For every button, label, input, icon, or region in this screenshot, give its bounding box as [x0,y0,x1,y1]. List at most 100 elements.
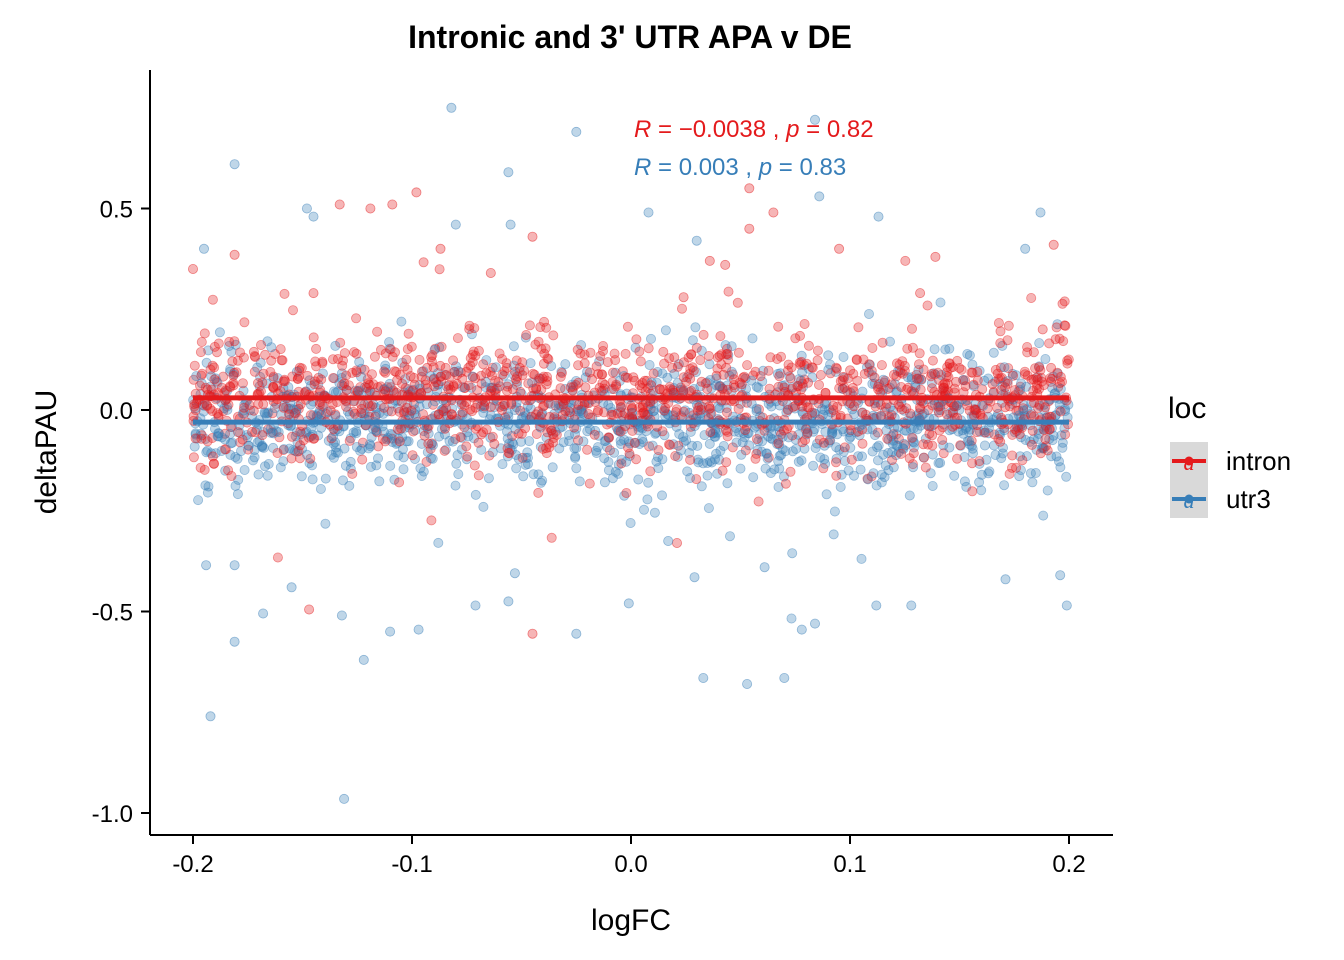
data-point-utr3 [1051,451,1062,462]
data-point-utr3 [910,380,921,391]
data-point-utr3 [398,452,409,463]
data-point-utr3 [854,430,865,441]
data-point-intron [971,408,982,419]
data-point-utr3 [753,436,764,447]
data-point-intron [720,259,731,270]
data-point-utr3 [817,403,828,414]
data-point-utr3 [660,406,671,417]
data-point-utr3 [838,426,849,437]
data-point-intron [399,361,410,372]
data-point-utr3 [598,385,609,396]
data-point-intron [901,384,912,395]
data-point-utr3 [450,361,461,372]
data-point-intron [1011,425,1022,436]
data-point-utr3 [684,407,695,418]
data-point-utr3 [434,342,445,353]
data-point-utr3 [379,384,390,395]
data-point-utr3 [619,370,630,381]
data-point-utr3 [470,600,481,611]
data-point-utr3 [787,548,798,559]
data-point-utr3 [249,452,260,463]
data-point-intron [510,366,521,377]
data-point-intron [942,409,953,420]
data-point-utr3 [704,438,715,449]
data-point-utr3 [206,371,217,382]
data-point-utr3 [450,480,461,491]
data-point-intron [503,447,514,458]
data-point-utr3 [871,480,882,491]
data-point-intron [712,352,723,363]
data-point-intron [538,401,549,412]
data-point-intron [716,359,727,370]
data-point-utr3 [329,426,340,437]
data-point-utr3 [702,470,713,481]
data-point-intron [476,378,487,389]
data-point-intron [239,408,250,419]
data-point-intron [212,408,223,419]
data-point-intron [882,433,893,444]
data-point-intron [739,371,750,382]
data-point-intron [565,407,576,418]
data-point-utr3 [1038,510,1049,521]
data-point-intron [1007,429,1018,440]
data-point-utr3 [726,366,737,377]
data-point-intron [772,353,783,364]
data-point-intron [538,358,549,369]
data-point-utr3 [372,453,383,464]
data-point-intron [446,409,457,420]
data-point-intron [972,366,983,377]
data-point-intron [1000,377,1011,388]
data-point-intron [1040,402,1051,413]
data-point-intron [1059,320,1070,331]
data-point-utr3 [662,409,673,420]
data-point-intron [640,409,651,420]
data-point-utr3 [863,474,874,485]
data-point-utr3 [528,469,539,480]
data-point-intron [1057,376,1068,387]
data-point-intron [597,369,608,380]
data-point-utr3 [949,470,960,481]
data-point-utr3 [520,332,531,343]
data-point-intron [380,436,391,447]
data-point-intron [971,404,982,415]
data-point-intron [768,207,779,218]
data-point-utr3 [336,372,347,383]
data-point-utr3 [371,426,382,437]
data-point-intron [585,347,596,358]
data-point-intron [937,434,948,445]
data-point-intron [1002,335,1013,346]
data-point-intron [722,384,733,395]
data-point-utr3 [536,477,547,488]
data-point-utr3 [1033,424,1044,435]
data-point-utr3 [508,439,519,450]
data-point-utr3 [1037,442,1048,453]
data-point-utr3 [556,401,567,412]
data-point-utr3 [276,409,287,420]
data-point-intron [309,433,320,444]
data-point-intron [542,376,553,387]
data-point-intron [428,362,439,373]
data-point-utr3 [1057,437,1068,448]
data-point-utr3 [403,384,414,395]
data-point-intron [930,251,941,262]
data-point-utr3 [243,440,254,451]
data-point-utr3 [462,427,473,438]
data-point-intron [405,371,416,382]
data-point-intron [200,382,211,393]
data-point-intron [919,452,930,463]
data-point-intron [1026,292,1037,303]
data-point-utr3 [979,425,990,436]
data-point-intron [533,487,544,498]
data-point-utr3 [990,376,1001,387]
data-point-intron [616,401,627,412]
data-point-intron [436,341,447,352]
data-point-intron [802,402,813,413]
data-point-utr3 [341,385,352,396]
data-point-utr3 [739,432,750,443]
data-point-utr3 [819,405,830,416]
data-point-intron [782,365,793,376]
data-point-utr3 [825,435,836,446]
data-point-utr3 [358,654,369,665]
data-point-utr3 [823,350,834,361]
data-point-utr3 [436,404,447,415]
